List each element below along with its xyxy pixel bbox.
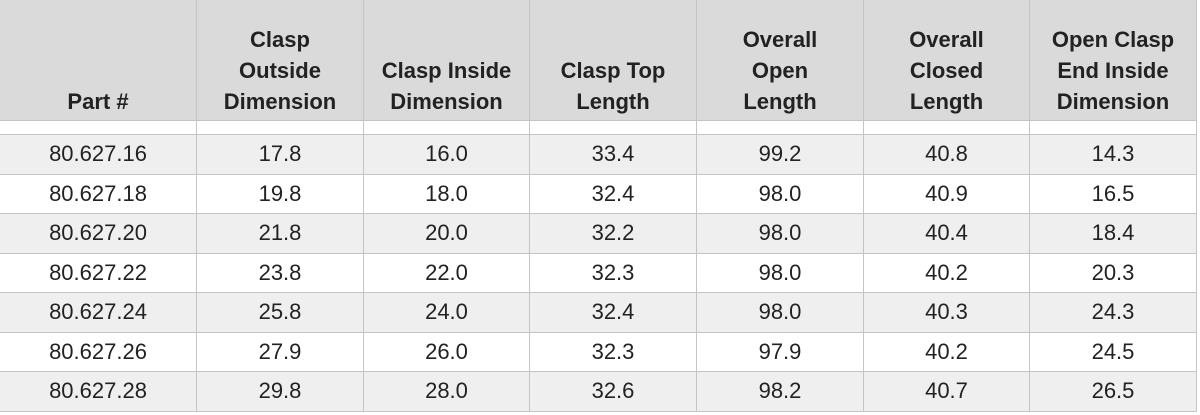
- data-cell: 18.0: [364, 174, 530, 214]
- data-cell: 97.9: [697, 332, 864, 372]
- data-cell: 20.0: [364, 214, 530, 254]
- header-cell: Open Clasp End Inside Dimension: [1030, 0, 1197, 121]
- data-cell: 16.5: [1030, 174, 1197, 214]
- data-cell: 98.0: [697, 253, 864, 293]
- data-cell: 32.3: [530, 253, 697, 293]
- data-cell: 80.627.18: [0, 174, 197, 214]
- blank-cell: [864, 121, 1030, 135]
- data-cell: 16.0: [364, 135, 530, 175]
- data-cell: 21.8: [197, 214, 364, 254]
- data-cell: 24.5: [1030, 332, 1197, 372]
- header-cell: Clasp Outside Dimension: [197, 0, 364, 121]
- header-text: Overall: [742, 27, 818, 52]
- header-text: End Inside: [1057, 58, 1169, 83]
- data-cell: 17.8: [197, 135, 364, 175]
- data-cell: 98.0: [697, 174, 864, 214]
- data-cell: 20.3: [1030, 253, 1197, 293]
- header-text: Outside: [239, 58, 321, 83]
- data-cell: 14.3: [1030, 135, 1197, 175]
- data-cell: 40.4: [864, 214, 1030, 254]
- blank-cell: [364, 121, 530, 135]
- blank-cell: [0, 121, 197, 135]
- header-text: Open Clasp: [1051, 27, 1175, 52]
- data-cell: 40.2: [864, 332, 1030, 372]
- data-cell: 80.627.24: [0, 293, 197, 333]
- header-text: Closed: [909, 58, 984, 83]
- data-cell: 40.2: [864, 253, 1030, 293]
- header-text: Open: [751, 58, 809, 83]
- blank-cell: [1030, 121, 1197, 135]
- data-cell: 28.0: [364, 372, 530, 412]
- header-text: Length: [576, 89, 650, 114]
- data-cell: 80.627.28: [0, 372, 197, 412]
- data-cell: 80.627.22: [0, 253, 197, 293]
- data-cell: 80.627.20: [0, 214, 197, 254]
- data-cell: 27.9: [197, 332, 364, 372]
- data-cell: 24.3: [1030, 293, 1197, 333]
- data-cell: 33.4: [530, 135, 697, 175]
- data-cell: 99.2: [697, 135, 864, 175]
- blank-cell: [530, 121, 697, 135]
- header-text: Dimension: [223, 89, 337, 114]
- data-cell: 24.0: [364, 293, 530, 333]
- data-cell: 26.5: [1030, 372, 1197, 412]
- header-text: Dimension: [1056, 89, 1170, 114]
- data-cell: 32.4: [530, 174, 697, 214]
- data-cell: 98.0: [697, 214, 864, 254]
- header-text: Length: [909, 89, 984, 114]
- data-cell: 26.0: [364, 332, 530, 372]
- data-cell: 23.8: [197, 253, 364, 293]
- data-cell: 18.4: [1030, 214, 1197, 254]
- data-cell: 22.0: [364, 253, 530, 293]
- data-cell: 19.8: [197, 174, 364, 214]
- blank-cell: [697, 121, 864, 135]
- data-cell: 98.0: [697, 293, 864, 333]
- data-cell: 40.9: [864, 174, 1030, 214]
- header-text: Clasp Top: [560, 58, 666, 83]
- data-cell: 80.627.26: [0, 332, 197, 372]
- header-cell: Clasp Top Length: [530, 0, 697, 121]
- blank-cell: [197, 121, 364, 135]
- data-cell: 98.2: [697, 372, 864, 412]
- data-cell: 40.7: [864, 372, 1030, 412]
- data-cell: 80.627.16: [0, 135, 197, 175]
- header-text: Clasp: [250, 27, 310, 52]
- data-cell: 32.6: [530, 372, 697, 412]
- data-cell: 32.3: [530, 332, 697, 372]
- data-cell: 40.3: [864, 293, 1030, 333]
- header-text: Part #: [67, 89, 129, 114]
- header-cell: Overall Closed Length: [864, 0, 1030, 121]
- header-text: Length: [743, 89, 817, 114]
- header-text: Dimension: [390, 89, 503, 114]
- header-cell: Overall Open Length: [697, 0, 864, 121]
- header-cell: Part #: [0, 0, 197, 121]
- data-cell: 29.8: [197, 372, 364, 412]
- data-cell: 32.2: [530, 214, 697, 254]
- data-cell: 25.8: [197, 293, 364, 333]
- data-cell: 32.4: [530, 293, 697, 333]
- data-cell: 40.8: [864, 135, 1030, 175]
- header-text: Overall: [909, 27, 984, 52]
- header-cell: Clasp Inside Dimension: [364, 0, 530, 121]
- header-text: Clasp Inside: [381, 58, 512, 83]
